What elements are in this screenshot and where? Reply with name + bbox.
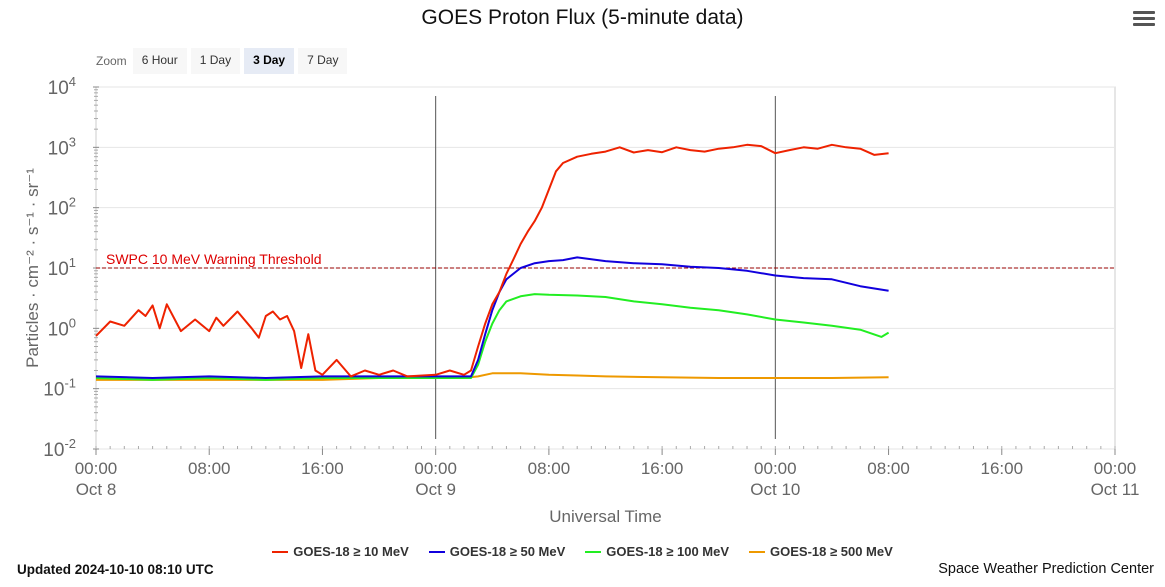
x-tick-date-label: Oct 10: [750, 480, 800, 499]
y-tick-label: 10-2: [43, 436, 76, 461]
x-axis-title: Universal Time: [549, 507, 661, 526]
legend-item-ge100[interactable]: GOES-18 ≥ 100 MeV: [585, 544, 729, 559]
x-tick-time-label: 08:00: [528, 459, 571, 478]
chart-title: GOES Proton Flux (5-minute data): [421, 6, 744, 29]
x-tick-time-label: 16:00: [641, 459, 684, 478]
zoom-6-hour-button[interactable]: 6 Hour: [132, 48, 187, 74]
legend-label: GOES-18 ≥ 10 MeV: [293, 544, 409, 559]
series-line-ge100: [95, 293, 890, 381]
legend-item-ge10[interactable]: GOES-18 ≥ 10 MeV: [272, 544, 409, 559]
x-tick-time-label: 00:00: [414, 459, 457, 478]
x-tick-time-label: 08:00: [188, 459, 231, 478]
legend-swatch: [272, 550, 289, 553]
y-tick-label: 104: [48, 74, 76, 99]
x-tick-time-label: 08:00: [867, 459, 910, 478]
x-tick-date-label: Oct 11: [1091, 480, 1140, 499]
threshold-label: SWPC 10 MeV Warning Threshold: [106, 251, 322, 267]
x-tick-time-label: 16:00: [981, 459, 1024, 478]
y-tick-label: 102: [48, 195, 76, 220]
zoom-3-day-button[interactable]: 3 Day: [244, 48, 295, 74]
x-tick-time-label: 16:00: [301, 459, 344, 478]
y-tick-label: 100: [48, 315, 76, 340]
zoom-bar: Zoom 6 Hour 1 Day 3 Day 7 Day: [96, 48, 351, 74]
legend-label: GOES-18 ≥ 100 MeV: [606, 544, 730, 559]
credit-text: Space Weather Prediction Center: [938, 561, 1154, 577]
y-tick-label: 10-1: [43, 376, 76, 401]
chart-legend: GOES-18 ≥ 10 MeV GOES-18 ≥ 50 MeV GOES-1…: [0, 544, 1165, 559]
legend-item-ge500[interactable]: GOES-18 ≥ 500 MeV: [749, 544, 893, 559]
legend-item-ge50[interactable]: GOES-18 ≥ 50 MeV: [428, 544, 566, 559]
zoom-label: Zoom: [96, 54, 127, 68]
legend-swatch: [428, 550, 445, 553]
legend-label: GOES-18 ≥ 50 MeV: [449, 544, 566, 559]
y-axis-title: Particles · cm⁻² · s⁻¹ · sr⁻¹: [23, 168, 42, 368]
legend-swatch: [749, 550, 766, 553]
legend-label: GOES-18 ≥ 500 MeV: [770, 544, 893, 559]
hamburger-menu-icon[interactable]: [1133, 11, 1155, 29]
x-tick-date-label: Oct 9: [415, 480, 456, 499]
zoom-1-day-button[interactable]: 1 Day: [190, 48, 241, 74]
x-tick-time-label: 00:00: [1094, 459, 1137, 478]
updated-timestamp: Updated 2024-10-10 08:10 UTC: [17, 562, 214, 577]
series-line-ge10: [95, 143, 889, 378]
zoom-7-day-button[interactable]: 7 Day: [298, 48, 348, 74]
y-tick-label: 101: [48, 255, 76, 280]
x-tick-date-label: Oct 8: [76, 480, 117, 499]
legend-swatch: [585, 550, 602, 553]
series-line-ge50: [95, 256, 889, 379]
y-tick-label: 103: [48, 134, 76, 159]
x-tick-time-label: 00:00: [75, 459, 118, 478]
x-tick-time-label: 00:00: [754, 459, 797, 478]
